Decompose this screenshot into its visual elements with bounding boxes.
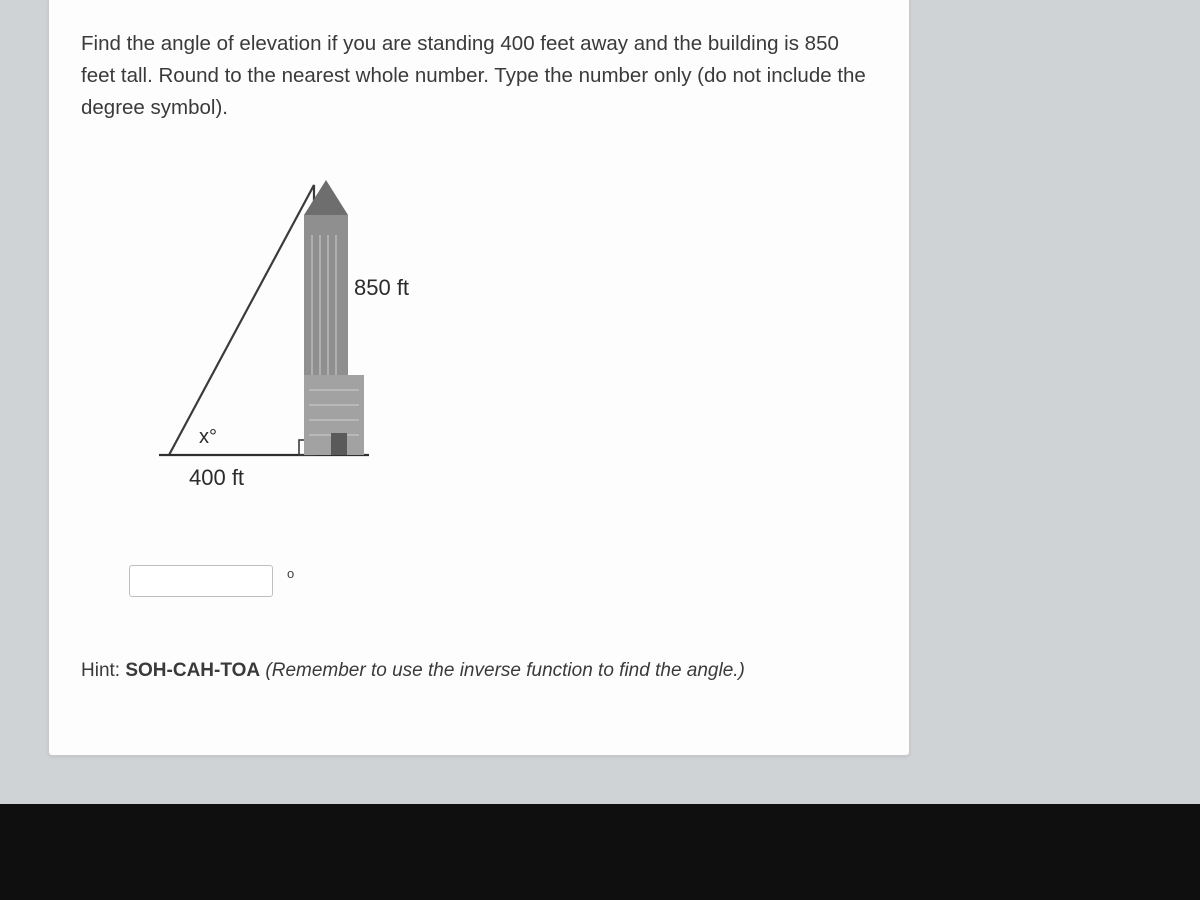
bottom-bar: [0, 804, 1200, 900]
elevation-diagram: x°: [129, 175, 449, 495]
answer-row: o: [129, 565, 294, 597]
hint-italic: (Remember to use the inverse function to…: [260, 660, 745, 681]
hint-prefix: Hint:: [81, 660, 125, 681]
answer-input[interactable]: [129, 565, 273, 597]
triangle-outline: [169, 185, 314, 455]
diagram-container: x° 850 ft 400 ft: [129, 175, 449, 495]
screen: Find the angle of elevation if you are s…: [0, 0, 1200, 900]
height-label: 850 ft: [354, 275, 409, 301]
question-card: Find the angle of elevation if you are s…: [48, 0, 910, 756]
angle-label: x°: [199, 426, 217, 448]
question-text: Find the angle of elevation if you are s…: [81, 28, 877, 123]
degree-symbol: o: [287, 566, 294, 581]
hint-bold: SOH-CAH-TOA: [125, 660, 260, 681]
building-icon: [304, 180, 364, 455]
hint-text: Hint: SOH-CAH-TOA (Remember to use the i…: [81, 660, 877, 682]
distance-label: 400 ft: [189, 465, 244, 491]
